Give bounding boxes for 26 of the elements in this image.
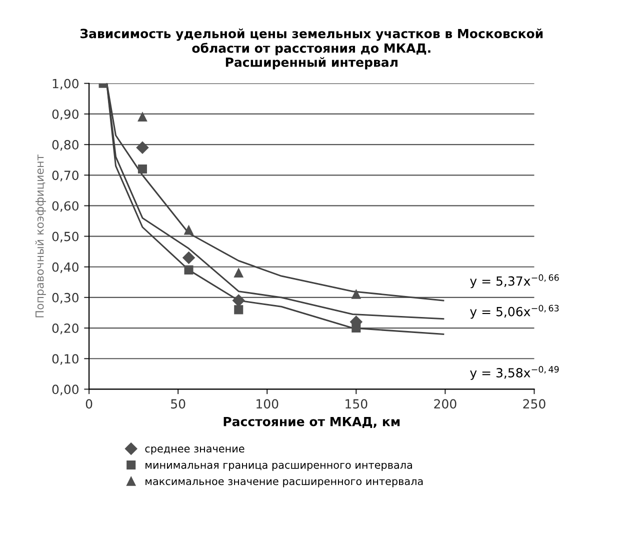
x-tick-label: 50 bbox=[171, 399, 186, 409]
y-tick-label: 0,80 bbox=[52, 140, 78, 151]
y-tick-label: 0,70 bbox=[52, 170, 78, 182]
x-tick-label: 200 bbox=[434, 399, 456, 409]
y-tick-label: 0,40 bbox=[52, 262, 78, 274]
annotation: y = 5,06x$^{−0,63}$ bbox=[470, 304, 559, 319]
annotation: y = 5,37x$^{−0,66}$ bbox=[470, 274, 559, 288]
chart-title: Зависимость удельной цены земельных участков в Московской области от расстояния до МКАД. Расширенный интервал bbox=[80, 28, 543, 70]
y-tick-label: 0,10 bbox=[52, 354, 78, 365]
x-tick-label: 250 bbox=[523, 399, 546, 409]
y-axis-title: Поправочный коэффициент bbox=[35, 154, 46, 318]
y-tick-label: 1,00 bbox=[52, 78, 78, 90]
x-axis-title: Расстояние от МКАД, км bbox=[224, 416, 400, 428]
y-tick-label: 0,30 bbox=[52, 292, 78, 304]
y-tick-label: 0,50 bbox=[52, 232, 78, 242]
y-tick-label: 0,20 bbox=[52, 324, 78, 334]
y-tick-label: 0,00 bbox=[52, 384, 78, 396]
legend-label: минимальная граница расширенного интервала bbox=[146, 462, 412, 471]
annotation: y = 3,58x$^{−0,49}$ bbox=[470, 366, 559, 380]
legend-label: среднее значение bbox=[145, 446, 244, 455]
x-tick-label: 100 bbox=[256, 399, 278, 409]
x-tick-label: 150 bbox=[346, 399, 368, 409]
x-tick-label: 0 bbox=[86, 399, 92, 409]
y-tick-label: 0,60 bbox=[52, 201, 78, 212]
y-tick-label: 0,90 bbox=[52, 109, 78, 120]
legend-label: максимальное значение расширенного интервала bbox=[146, 479, 423, 488]
